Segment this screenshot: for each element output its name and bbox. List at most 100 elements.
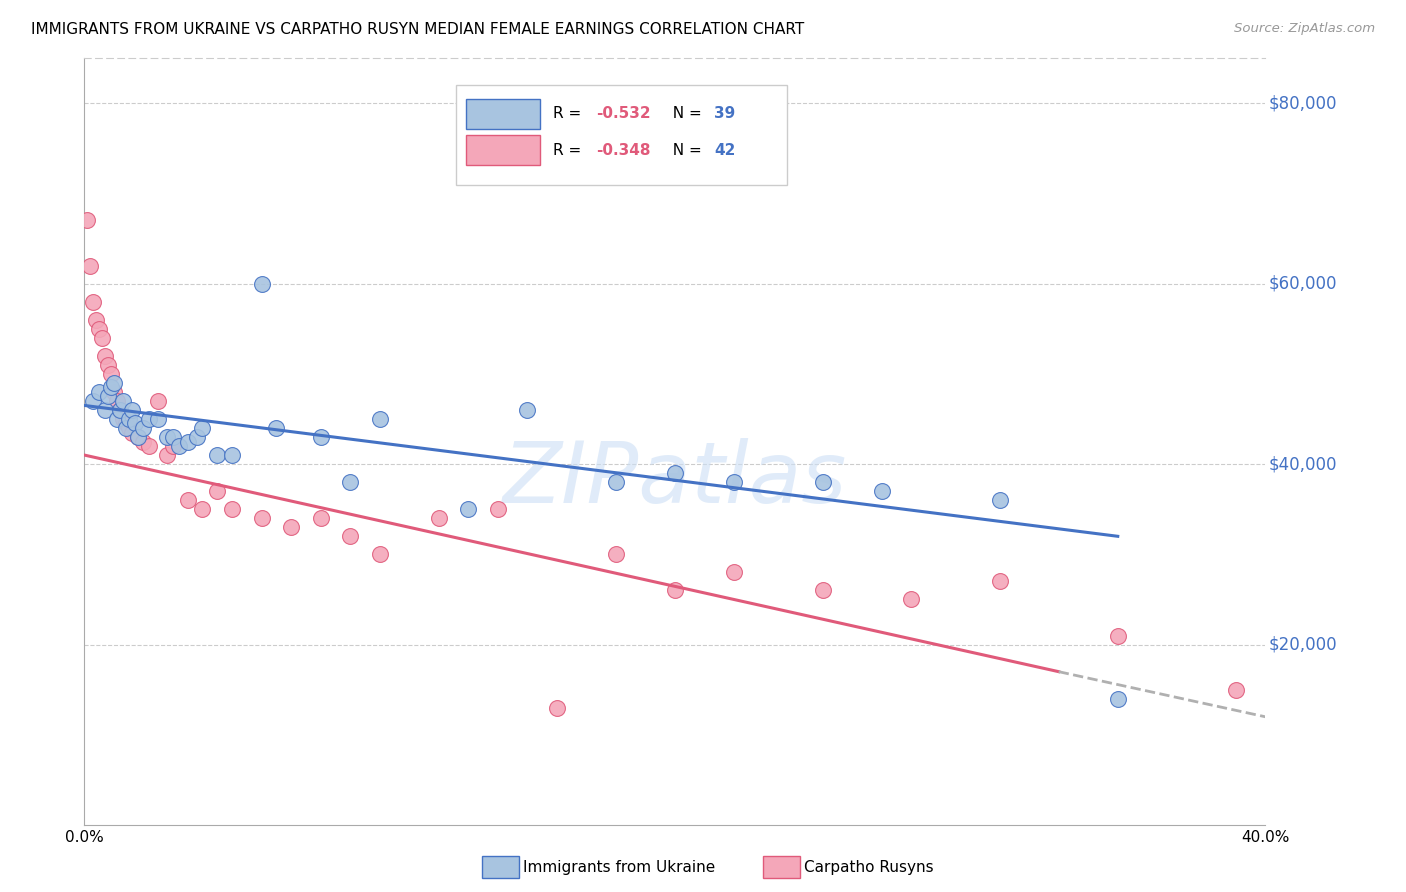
Point	[82, 294, 104, 309]
Point	[177, 493, 200, 508]
Point	[105, 412, 128, 426]
FancyBboxPatch shape	[465, 99, 540, 128]
Point	[250, 511, 273, 525]
Point	[82, 393, 104, 408]
Point	[100, 380, 122, 394]
Point	[811, 475, 834, 490]
Point	[87, 384, 111, 399]
Point	[105, 393, 128, 408]
Point	[97, 358, 120, 372]
Point	[870, 484, 893, 499]
Point	[76, 213, 98, 227]
Point	[177, 434, 200, 449]
Point	[121, 403, 143, 417]
Point	[339, 529, 361, 543]
Point	[124, 417, 146, 431]
Point	[162, 430, 184, 444]
Point	[127, 430, 149, 444]
Text: $60,000: $60,000	[1270, 275, 1337, 293]
Text: N =: N =	[664, 106, 707, 121]
Text: 39: 39	[714, 106, 735, 121]
Point	[368, 412, 391, 426]
Point	[486, 502, 509, 516]
Point	[111, 412, 134, 426]
Point	[148, 412, 170, 426]
Point	[156, 448, 179, 462]
Text: $20,000: $20,000	[1270, 636, 1337, 654]
Point	[167, 439, 190, 453]
Point	[368, 547, 391, 561]
Point	[132, 434, 155, 449]
Point	[457, 502, 479, 516]
Point	[1225, 682, 1247, 697]
Text: IMMIGRANTS FROM UKRAINE VS CARPATHO RUSYN MEDIAN FEMALE EARNINGS CORRELATION CHA: IMMIGRANTS FROM UKRAINE VS CARPATHO RUSY…	[31, 22, 804, 37]
Text: 42: 42	[714, 143, 735, 158]
Point	[605, 475, 627, 490]
Point	[118, 421, 141, 435]
Point	[191, 421, 214, 435]
Point	[516, 403, 538, 417]
Point	[723, 566, 745, 580]
Point	[988, 493, 1011, 508]
Point	[191, 502, 214, 516]
Point	[132, 421, 155, 435]
Point	[266, 421, 288, 435]
Point	[605, 547, 627, 561]
Point	[546, 700, 568, 714]
Point	[221, 448, 243, 462]
Text: N =: N =	[664, 143, 707, 158]
Text: R =: R =	[553, 143, 586, 158]
Point	[111, 393, 134, 408]
Point	[108, 403, 131, 417]
Point	[91, 331, 114, 345]
Point	[118, 412, 141, 426]
Text: Source: ZipAtlas.com: Source: ZipAtlas.com	[1234, 22, 1375, 36]
FancyBboxPatch shape	[465, 136, 540, 165]
Point	[309, 430, 332, 444]
Point	[811, 583, 834, 598]
Point	[162, 439, 184, 453]
Point	[280, 520, 302, 534]
Point	[138, 412, 160, 426]
Point	[94, 403, 117, 417]
Point	[114, 417, 136, 431]
Point	[427, 511, 450, 525]
Text: ZIPatlas: ZIPatlas	[503, 438, 846, 522]
Point	[900, 592, 922, 607]
Point	[148, 393, 170, 408]
Point	[79, 259, 101, 273]
Point	[207, 448, 229, 462]
Point	[127, 430, 149, 444]
Point	[1107, 629, 1129, 643]
Point	[103, 384, 125, 399]
FancyBboxPatch shape	[457, 85, 787, 185]
Point	[94, 349, 117, 363]
Point	[1107, 691, 1129, 706]
Point	[221, 502, 243, 516]
Text: -0.348: -0.348	[596, 143, 650, 158]
Point	[250, 277, 273, 291]
Point	[664, 583, 686, 598]
Text: -0.532: -0.532	[596, 106, 651, 121]
Point	[988, 574, 1011, 589]
Text: Carpatho Rusyns: Carpatho Rusyns	[804, 860, 934, 874]
Point	[186, 430, 208, 444]
Point	[84, 312, 107, 326]
Text: Immigrants from Ukraine: Immigrants from Ukraine	[523, 860, 716, 874]
Point	[103, 376, 125, 390]
Point	[121, 425, 143, 440]
Point	[339, 475, 361, 490]
Point	[100, 367, 122, 381]
Point	[108, 403, 131, 417]
Text: R =: R =	[553, 106, 586, 121]
Point	[114, 421, 136, 435]
Text: $80,000: $80,000	[1270, 94, 1337, 112]
Point	[156, 430, 179, 444]
Point	[664, 466, 686, 480]
Text: $40,000: $40,000	[1270, 455, 1337, 473]
Point	[97, 389, 120, 403]
Point	[309, 511, 332, 525]
Point	[87, 322, 111, 336]
Point	[138, 439, 160, 453]
Point	[207, 484, 229, 499]
